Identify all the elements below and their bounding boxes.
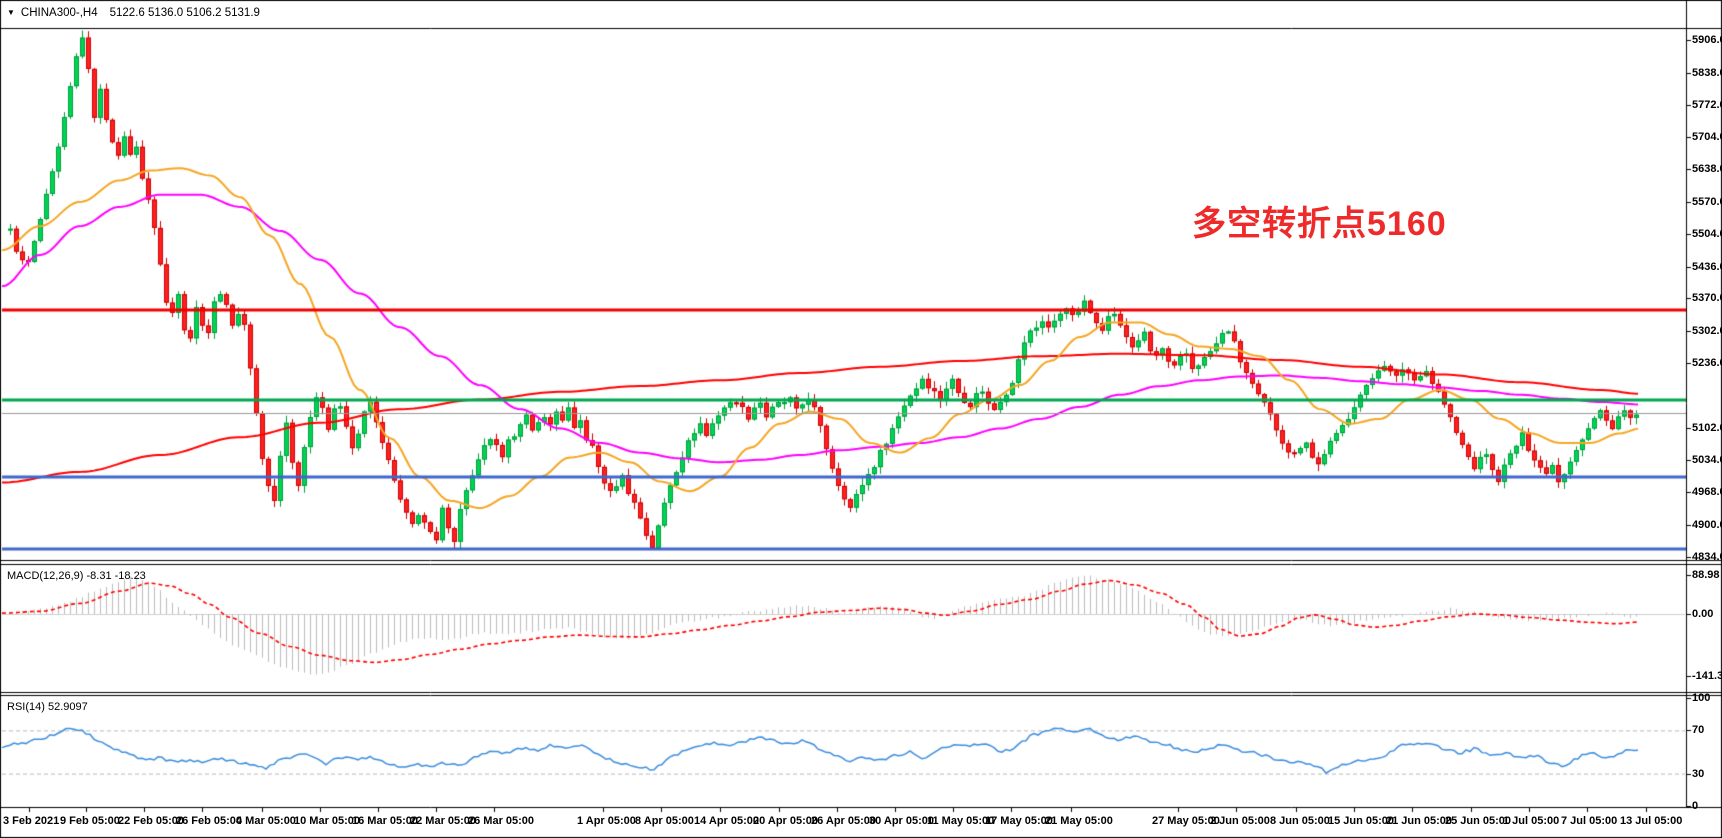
time-tick-label: 15 Jun 05:00 bbox=[1328, 815, 1395, 827]
time-tick-label: 26 Mar 05:00 bbox=[468, 815, 535, 827]
time-tick-label: 7 Jul 05:00 bbox=[1561, 815, 1618, 827]
time-tick-label: 20 Apr 05:00 bbox=[753, 815, 819, 827]
rsi-indicator-label: RSI(14) 52.9097 bbox=[7, 701, 88, 713]
time-tick-label: 10 Mar 05:00 bbox=[294, 815, 361, 827]
time-axis[interactable]: 3 Feb 2021 9 Feb 05:00 22 Feb 05:00 26 Feb … bbox=[0, 808, 1722, 838]
rsi-name: RSI(14) bbox=[7, 701, 45, 713]
macd-indicator-label: MACD(12,26,9) -8.31 -18.23 bbox=[7, 570, 146, 582]
time-tick-label: 26 Feb 05:00 bbox=[176, 815, 243, 827]
macd-tick-label: 88.98 bbox=[1692, 569, 1720, 581]
time-tick-label: 27 May 05:00 bbox=[1152, 815, 1220, 827]
rsi-tick-label: 30 bbox=[1692, 768, 1705, 780]
time-tick-label: 14 Apr 05:00 bbox=[694, 815, 760, 827]
time-tick-label: 30 Apr 05:00 bbox=[869, 815, 935, 827]
time-tick-label: 8 Apr 05:00 bbox=[635, 815, 694, 827]
time-tick-label: 22 Feb 05:00 bbox=[118, 815, 185, 827]
chart-title: ▼ CHINA300-,H4 5122.6 5136.0 5106.2 5131.9 bbox=[7, 7, 260, 19]
time-tick-label: 16 Mar 05:00 bbox=[352, 815, 419, 827]
price-tick-label: 4900.0 bbox=[1692, 519, 1722, 531]
time-tick-label: 13 Jul 05:00 bbox=[1620, 815, 1683, 827]
annotation-text[interactable]: 多空转折点5160 bbox=[1192, 205, 1447, 243]
rsi-tick-label: 100 bbox=[1692, 692, 1711, 704]
macd-values: -8.31 -18.23 bbox=[86, 570, 146, 582]
time-tick-label: 25 Jun 05:00 bbox=[1445, 815, 1512, 827]
rsi-tick-label: 0 bbox=[1692, 800, 1699, 812]
time-tick-label: 8 Jun 05:00 bbox=[1270, 815, 1330, 827]
price-tick-label: 5838.0 bbox=[1692, 67, 1722, 79]
price-tick-label: 5436.0 bbox=[1692, 261, 1722, 273]
price-tick-label: 5504.0 bbox=[1692, 228, 1722, 240]
time-tick-label: 4 Mar 05:00 bbox=[236, 815, 296, 827]
time-tick-label: 17 May 05:00 bbox=[985, 815, 1053, 827]
ohlc-values: 5122.6 5136.0 5106.2 5131.9 bbox=[109, 7, 260, 19]
time-tick-label: 21 Jun 05:00 bbox=[1386, 815, 1453, 827]
price-tick-label: 5034.0 bbox=[1692, 454, 1722, 466]
macd-tick-label: 0.00 bbox=[1692, 608, 1714, 620]
price-tick-label: 5638.0 bbox=[1692, 163, 1722, 175]
price-tick-label: 4834.0 bbox=[1692, 551, 1722, 563]
time-tick-label: 22 Mar 05:00 bbox=[410, 815, 477, 827]
time-tick-label: 21 May 05:00 bbox=[1045, 815, 1113, 827]
price-axis[interactable]: 5906.0 5838.0 5772.0 5704.0 5638.0 5570.0 5504… bbox=[1686, 0, 1722, 812]
price-tick-label: 5370.0 bbox=[1692, 292, 1722, 304]
price-tick-label: 4968.0 bbox=[1692, 486, 1722, 498]
time-tick-label: 26 Apr 05:00 bbox=[811, 815, 877, 827]
price-tick-label: 5302.0 bbox=[1692, 325, 1722, 337]
time-tick-label: 3 Feb 2021 bbox=[3, 815, 60, 827]
macd-tick-label: -141.39 bbox=[1692, 670, 1722, 682]
time-tick-label: 1 Jul 05:00 bbox=[1503, 815, 1560, 827]
rsi-value: 52.9097 bbox=[47, 701, 88, 713]
time-tick-label: 9 Feb 05:00 bbox=[60, 815, 120, 827]
price-tick-label: 5906.0 bbox=[1692, 34, 1722, 46]
price-tick-label: 5704.0 bbox=[1692, 131, 1722, 143]
time-tick-label: 1 Apr 05:00 bbox=[577, 815, 636, 827]
macd-name: MACD(12,26,9) bbox=[7, 570, 84, 582]
price-tick-label: 5570.0 bbox=[1692, 196, 1722, 208]
time-tick-label: 11 May 05:00 bbox=[927, 815, 995, 827]
rsi-tick-label: 70 bbox=[1692, 724, 1705, 736]
price-tick-label: 5772.0 bbox=[1692, 99, 1722, 111]
price-tick-label: 5102.0 bbox=[1692, 422, 1722, 434]
symbol-timeframe-label: CHINA300-,H4 bbox=[20, 7, 98, 19]
collapse-triangle-icon[interactable]: ▼ bbox=[7, 8, 15, 17]
price-tick-label: 5236.0 bbox=[1692, 357, 1722, 369]
time-tick-label: 2 Jun 05:00 bbox=[1210, 815, 1270, 827]
